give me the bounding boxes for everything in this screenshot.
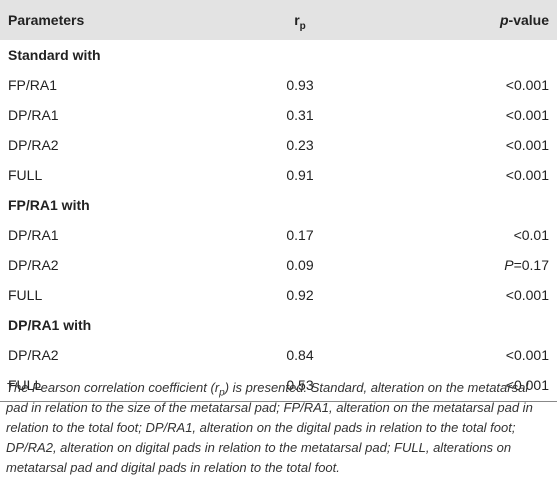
table-cell: FULL — [8, 167, 43, 183]
section-row: FP/RA1 with — [0, 190, 557, 220]
table-cell: DP/RA2 — [8, 137, 59, 153]
table-cell: <0.001 — [505, 107, 549, 123]
section-row: Standard with — [0, 40, 557, 70]
footnote-text: ) is presented. Standard, alteration on … — [6, 380, 533, 475]
bottom-rule — [0, 401, 557, 402]
table-cell: DP/RA2 — [8, 347, 59, 363]
table-cell: 0.23 — [286, 137, 314, 153]
table-cell: <0.001 — [505, 287, 549, 303]
table-cell: DP/RA1 — [8, 107, 59, 123]
subscript: p — [219, 387, 225, 399]
table-cell: DP/RA1 — [8, 227, 59, 243]
italic-text: P — [504, 257, 514, 273]
section-title: Standard with — [8, 47, 101, 63]
table-cell: 0.17 — [286, 227, 314, 243]
text: r — [294, 12, 300, 28]
text: =0.17 — [513, 257, 549, 273]
header-cell: Parameters — [8, 12, 85, 28]
table-cell: <0.01 — [513, 227, 549, 243]
table-row: DP/RA2 0.09 P=0.17 — [0, 250, 557, 280]
table-row: FULL 0.91 <0.001 — [0, 160, 557, 190]
header-row: Parameters rp p-value — [0, 0, 557, 40]
table-row: FULL 0.53 <0.001 — [0, 370, 557, 400]
table-cell: <0.001 — [505, 167, 549, 183]
table-cell: 0.31 — [286, 107, 314, 123]
table-cell: FULL — [8, 287, 43, 303]
table-cell: <0.001 — [505, 137, 549, 153]
table-row: FULL 0.92 <0.001 — [0, 280, 557, 310]
footnote-text: The Pearson correlation coefficient (r — [6, 380, 220, 395]
table-row: DP/RA2 0.23 <0.001 — [0, 130, 557, 160]
table-cell: 0.91 — [286, 167, 314, 183]
table-cell: 0.09 — [286, 257, 314, 273]
table-cell: <0.001 — [505, 377, 549, 393]
footnote: The Pearson correlation coefficient (rp)… — [6, 378, 551, 478]
section-title: FP/RA1 with — [8, 197, 90, 213]
table-cell: P=0.17 — [504, 250, 549, 280]
table-cell: FP/RA1 — [8, 77, 58, 93]
italic-text: p — [499, 12, 509, 28]
header-cell: p-value — [500, 0, 549, 40]
table-cell: 0.84 — [286, 347, 314, 363]
table-cell: FULL — [8, 377, 43, 393]
table-cell: 0.53 — [286, 377, 314, 393]
table-row: DP/RA1 0.17 <0.01 — [0, 220, 557, 250]
table-row: FP/RA1 0.93 <0.001 — [0, 70, 557, 100]
table-row: DP/RA1 0.31 <0.001 — [0, 100, 557, 130]
subscript: p — [299, 20, 306, 32]
section-row: DP/RA1 with — [0, 310, 557, 340]
table-cell: 0.93 — [286, 77, 314, 93]
table-cell: <0.001 — [505, 77, 549, 93]
text: -value — [508, 12, 549, 28]
table-row: DP/RA2 0.84 <0.001 — [0, 340, 557, 370]
header-cell: rp — [250, 0, 350, 40]
table-cell: 0.92 — [286, 287, 314, 303]
section-title: DP/RA1 with — [8, 317, 92, 333]
table-cell: DP/RA2 — [8, 257, 59, 273]
table-cell: <0.001 — [505, 347, 549, 363]
